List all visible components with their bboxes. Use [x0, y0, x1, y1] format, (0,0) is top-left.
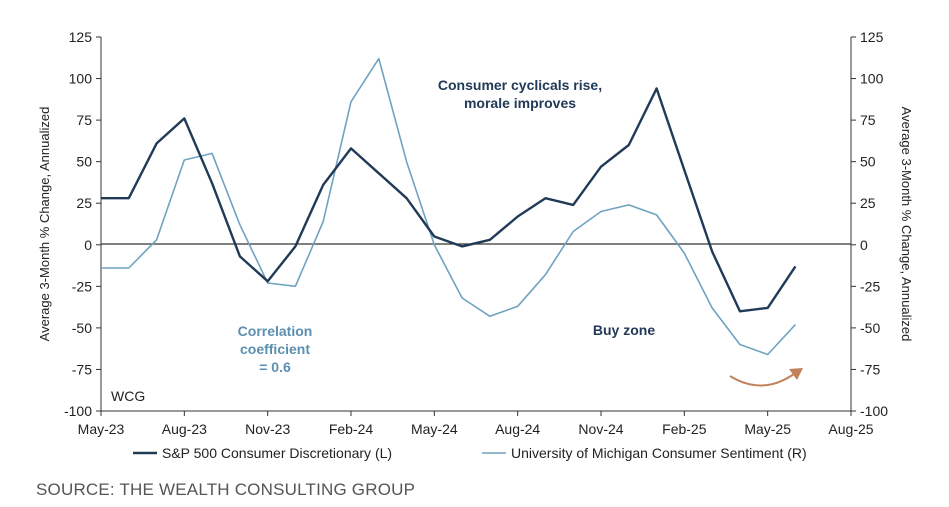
arrowhead-icon: [789, 368, 803, 380]
y-tick-label: 25: [860, 195, 876, 211]
series-line-sp500-consumer-discretionary: [101, 87, 797, 313]
source-caption: SOURCE: THE WEALTH CONSULTING GROUP: [36, 480, 416, 499]
annotation-top-line1: Consumer cyclicals rise,: [438, 77, 602, 93]
y-tick-label: -100: [64, 403, 92, 419]
annotation-correlation-line3: = 0.6: [259, 359, 291, 375]
chart: -100 -75 -50 -25 0 25 50 75 100 125 -100 -75 -50 -25…: [37, 29, 914, 461]
annotation-correlation-line1: Correlation: [238, 323, 313, 339]
x-tick-label: May-23: [78, 421, 125, 437]
right-y-ticks: -100 -75 -50 -25 0 25 50 75 100 125: [851, 29, 888, 419]
x-tick-label: Aug-25: [828, 421, 873, 437]
y-tick-label: -75: [860, 361, 880, 377]
y-tick-label: 75: [860, 112, 876, 128]
left-y-ticks: -100 -75 -50 -25 0 25 50 75 100 125: [64, 29, 101, 419]
series-line-umich-sentiment: [101, 57, 796, 356]
watermark-wcg: WCG: [111, 388, 145, 404]
y-tick-label: 125: [69, 29, 93, 45]
x-tick-label: Feb-24: [329, 421, 374, 437]
left-axis-title: Average 3-Month % Change, Annualized: [37, 107, 52, 342]
y-tick-label: 0: [860, 237, 868, 253]
y-tick-label: -50: [860, 320, 880, 336]
annotation-buy-zone: Buy zone: [593, 322, 655, 338]
y-tick-label: 0: [84, 237, 92, 253]
y-tick-label: 50: [76, 154, 92, 170]
annotation-correlation-line2: coefficient: [240, 341, 310, 357]
y-tick-label: -75: [72, 361, 92, 377]
x-ticks: May-23 Aug-23 Nov-23 Feb-24 May-24 Aug-24 Nov-…: [78, 411, 874, 437]
x-tick-label: Nov-24: [578, 421, 623, 437]
y-tick-label: -50: [72, 320, 92, 336]
y-tick-label: 50: [860, 154, 876, 170]
x-tick-label: Nov-23: [245, 421, 290, 437]
x-tick-label: Feb-25: [662, 421, 707, 437]
right-axis-title: Average 3-Month % Change, Annualized: [899, 107, 914, 342]
y-tick-label: -25: [72, 278, 92, 294]
x-tick-label: Aug-24: [495, 421, 540, 437]
y-tick-label: 100: [69, 71, 93, 87]
y-tick-label: 125: [860, 29, 884, 45]
x-tick-label: May-25: [744, 421, 791, 437]
x-tick-label: Aug-23: [162, 421, 207, 437]
legend-label-umich: University of Michigan Consumer Sentimen…: [511, 445, 807, 461]
y-tick-label: -100: [860, 403, 888, 419]
legend-label-sp500: S&P 500 Consumer Discretionary (L): [162, 445, 392, 461]
y-tick-label: 100: [860, 71, 884, 87]
x-tick-label: May-24: [411, 421, 458, 437]
annotation-top-line2: morale improves: [464, 95, 576, 111]
y-tick-label: -25: [860, 278, 880, 294]
y-tick-label: 75: [76, 112, 92, 128]
y-tick-label: 25: [76, 195, 92, 211]
curved-arrow-icon: [729, 373, 795, 387]
